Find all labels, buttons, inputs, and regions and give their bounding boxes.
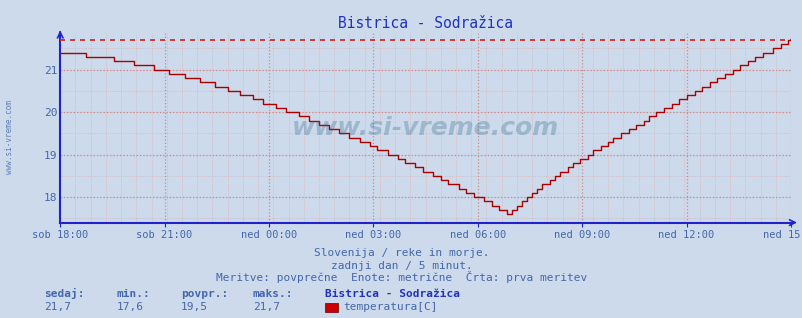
Text: sedaj:: sedaj: — [44, 288, 84, 299]
Text: Meritve: povprečne  Enote: metrične  Črta: prva meritev: Meritve: povprečne Enote: metrične Črta:… — [216, 272, 586, 283]
Text: povpr.:: povpr.: — [180, 289, 228, 299]
Text: www.si-vreme.com: www.si-vreme.com — [292, 116, 558, 140]
Text: Slovenija / reke in morje.: Slovenija / reke in morje. — [314, 248, 488, 258]
Text: www.si-vreme.com: www.si-vreme.com — [5, 100, 14, 174]
Text: maks.:: maks.: — [253, 289, 293, 299]
Text: Bistrica - Sodražica: Bistrica - Sodražica — [325, 289, 460, 299]
Text: temperatura[C]: temperatura[C] — [342, 302, 437, 312]
Text: zadnji dan / 5 minut.: zadnji dan / 5 minut. — [330, 261, 472, 271]
Text: 21,7: 21,7 — [253, 302, 280, 312]
Text: 21,7: 21,7 — [44, 302, 71, 312]
Text: 17,6: 17,6 — [116, 302, 144, 312]
Title: Bistrica - Sodražica: Bistrica - Sodražica — [338, 16, 512, 31]
Text: 19,5: 19,5 — [180, 302, 208, 312]
Text: min.:: min.: — [116, 289, 150, 299]
